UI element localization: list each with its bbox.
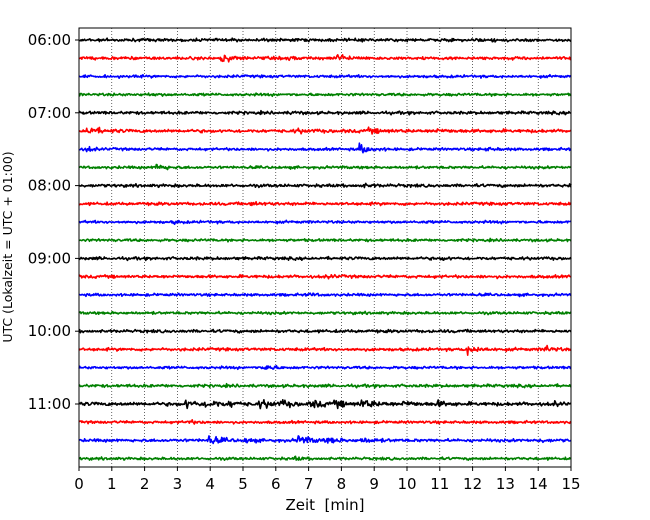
- trace-1000: [78, 328, 572, 334]
- trace-0800: [78, 182, 572, 189]
- trace-0645: [78, 92, 572, 98]
- trace-0945: [78, 310, 572, 316]
- x-tick-label-3: 3: [173, 475, 183, 493]
- trace-1115: [78, 419, 572, 425]
- trace-0745: [78, 163, 572, 171]
- y-axis-label: UTC (Lokalzeit = UTC + 01:00): [0, 151, 15, 342]
- trace-0600: [78, 37, 572, 43]
- x-axis-label: Zeit [min]: [285, 496, 364, 514]
- trace-0815: [78, 200, 572, 207]
- trace-0715: [78, 126, 572, 135]
- trace-0830: [78, 219, 572, 226]
- x-tick-label-4: 4: [205, 475, 215, 493]
- trace-0930: [78, 292, 572, 298]
- trace-0615: [78, 54, 572, 63]
- trace-1045: [78, 382, 572, 389]
- x-tick-label-0: 0: [74, 475, 84, 493]
- x-tick-label-15: 15: [561, 475, 580, 493]
- trace-1145: [78, 455, 572, 461]
- trace-1030: [78, 365, 572, 371]
- trace-0630: [78, 73, 572, 79]
- x-tick-label-14: 14: [529, 475, 548, 493]
- x-tick-label-12: 12: [463, 475, 482, 493]
- trace-0730: [78, 142, 572, 154]
- trace-0700: [78, 109, 572, 116]
- y-axis-ticks: 06:00 07:00 08:00 09:00 10:00 11:00: [28, 31, 79, 413]
- x-tick-label-13: 13: [496, 475, 515, 493]
- trace-0915: [78, 273, 572, 280]
- x-axis-ticks: 0 1 2 3 4 5 6 7 8 9 10 11 12 13 14 15: [74, 467, 581, 493]
- vertical-grid: [111, 28, 539, 467]
- trace-group: [78, 37, 572, 461]
- x-tick-label-2: 2: [140, 475, 150, 493]
- x-tick-label-10: 10: [397, 475, 416, 493]
- plot-area-background: [79, 28, 571, 467]
- x-tick-label-8: 8: [337, 475, 347, 493]
- x-tick-label-7: 7: [304, 475, 314, 493]
- y-tick-label-10:00: 10:00: [28, 322, 71, 340]
- x-tick-label-11: 11: [430, 475, 449, 493]
- trace-0900: [78, 255, 572, 262]
- x-tick-label-1: 1: [107, 475, 117, 493]
- plot-frame: [78, 27, 572, 468]
- x-tick-label-9: 9: [369, 475, 379, 493]
- trace-0845: [78, 237, 572, 243]
- y-tick-label-06:00: 06:00: [28, 31, 71, 49]
- x-tick-label-6: 6: [271, 475, 281, 493]
- y-tick-label-08:00: 08:00: [28, 177, 71, 195]
- trace-1100: [78, 399, 572, 410]
- y-tick-label-09:00: 09:00: [28, 249, 71, 267]
- y-tick-label-11:00: 11:00: [28, 395, 71, 413]
- x-tick-label-5: 5: [238, 475, 248, 493]
- trace-1015: [78, 344, 572, 356]
- y-tick-label-07:00: 07:00: [28, 104, 71, 122]
- trace-1130: [78, 435, 572, 445]
